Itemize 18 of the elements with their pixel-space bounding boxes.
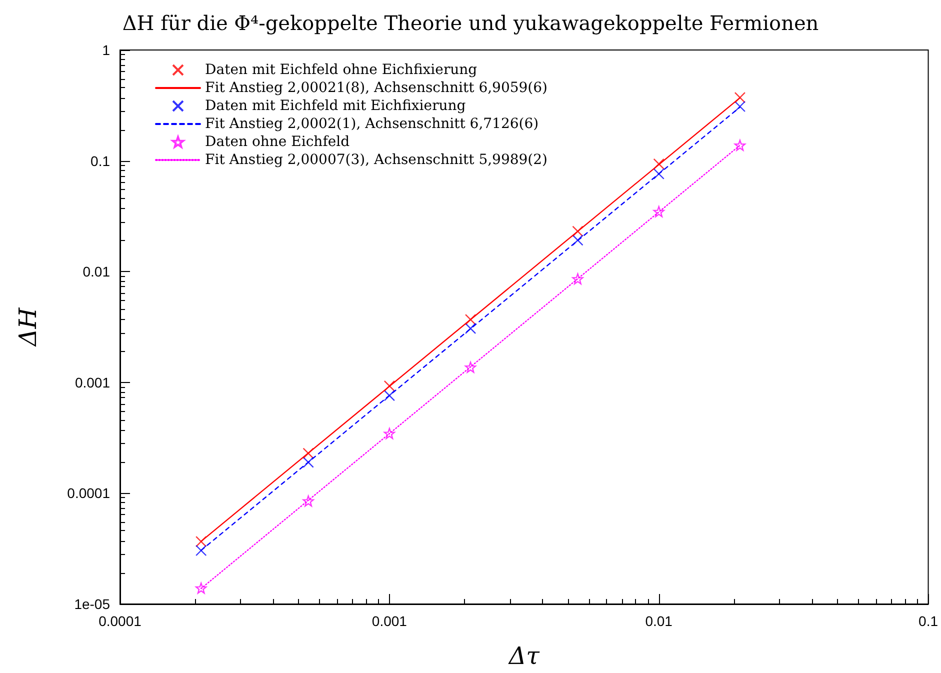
x-tick-label: 0.001	[372, 613, 408, 629]
y-tick-label: 0.001	[74, 374, 110, 390]
legend-label: Daten mit Eichfeld mit Eichfixierung	[205, 98, 466, 114]
y-tick-label: 0.1	[90, 152, 110, 169]
x-axis-title: Δτ	[508, 642, 540, 670]
y-tick-label: 1	[102, 42, 110, 58]
y-tick-label: 1e-05	[74, 596, 110, 612]
x-tick-label: 0.01	[645, 613, 673, 629]
y-axis-title: ΔH	[14, 306, 42, 348]
legend-label: Fit Anstieg 2,00007(3), Achsenschnitt 5,9989(2)	[205, 152, 548, 168]
x-tick-label: 0.1	[918, 613, 938, 629]
chart-title: ΔH für die Φ⁴-gekoppelte Theorie und yukawagekoppelte Fermionen	[122, 11, 819, 35]
y-tick-label: 0.0001	[67, 485, 110, 502]
legend-label: Daten mit Eichfeld ohne Eichfixierung	[205, 62, 478, 78]
legend-label: Fit Anstieg 2,0002(1), Achsenschnitt 6,7126(6)	[205, 116, 539, 132]
legend-label: Fit Anstieg 2,00021(8), Achsenschnitt 6,9059(6)	[205, 80, 548, 96]
y-tick-label: 0.01	[82, 264, 110, 280]
legend-label: Daten ohne Eichfeld	[205, 134, 350, 150]
